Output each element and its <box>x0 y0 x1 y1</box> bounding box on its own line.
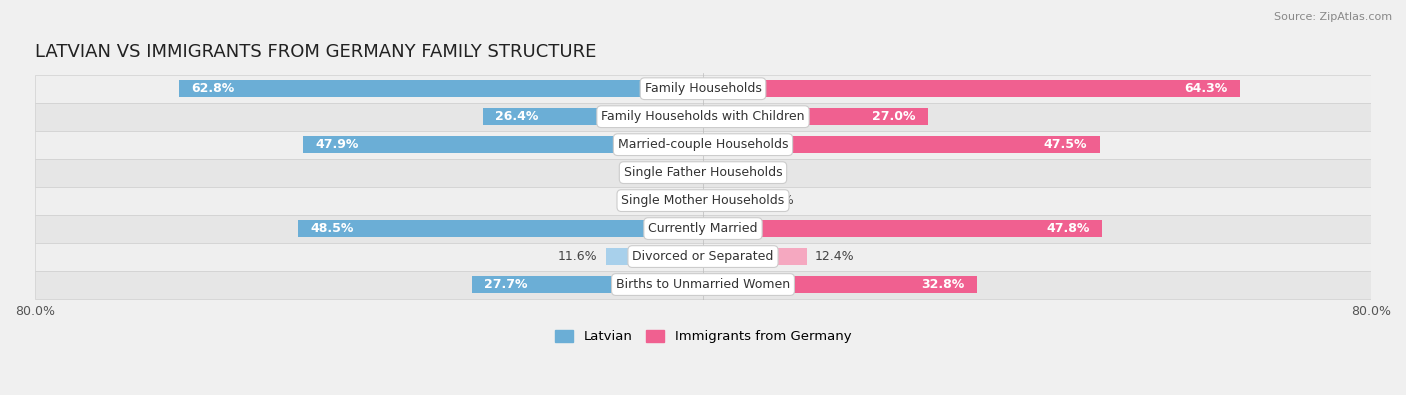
Text: 2.0%: 2.0% <box>647 166 678 179</box>
Text: 47.9%: 47.9% <box>315 138 359 151</box>
Bar <box>304 136 703 153</box>
Text: 47.8%: 47.8% <box>1046 222 1090 235</box>
Text: Currently Married: Currently Married <box>648 222 758 235</box>
Bar <box>703 192 754 209</box>
Bar <box>686 164 703 181</box>
Text: 62.8%: 62.8% <box>191 82 235 95</box>
Bar <box>703 276 977 293</box>
Text: Source: ZipAtlas.com: Source: ZipAtlas.com <box>1274 12 1392 22</box>
Text: 64.3%: 64.3% <box>1184 82 1227 95</box>
Text: 32.8%: 32.8% <box>921 278 965 291</box>
Text: 11.6%: 11.6% <box>558 250 598 263</box>
Text: Divorced or Separated: Divorced or Separated <box>633 250 773 263</box>
Bar <box>703 80 1240 98</box>
Bar <box>606 248 703 265</box>
Text: 27.0%: 27.0% <box>873 110 915 123</box>
Bar <box>35 214 1371 243</box>
Bar <box>35 103 1371 131</box>
Bar <box>35 243 1371 271</box>
Text: 47.5%: 47.5% <box>1043 138 1087 151</box>
Text: Married-couple Households: Married-couple Households <box>617 138 789 151</box>
Bar <box>179 80 703 98</box>
Text: 2.3%: 2.3% <box>731 166 762 179</box>
Bar <box>703 136 1099 153</box>
Bar <box>298 220 703 237</box>
Text: Births to Unmarried Women: Births to Unmarried Women <box>616 278 790 291</box>
Text: 48.5%: 48.5% <box>311 222 354 235</box>
Legend: Latvian, Immigrants from Germany: Latvian, Immigrants from Germany <box>554 330 852 343</box>
Text: 5.3%: 5.3% <box>619 194 651 207</box>
Text: Single Father Households: Single Father Households <box>624 166 782 179</box>
Bar <box>703 220 1102 237</box>
Bar <box>35 186 1371 214</box>
Bar <box>703 108 928 125</box>
Bar <box>35 75 1371 103</box>
Text: LATVIAN VS IMMIGRANTS FROM GERMANY FAMILY STRUCTURE: LATVIAN VS IMMIGRANTS FROM GERMANY FAMIL… <box>35 43 596 61</box>
Bar <box>659 192 703 209</box>
Text: Family Households with Children: Family Households with Children <box>602 110 804 123</box>
Bar <box>471 276 703 293</box>
Text: 12.4%: 12.4% <box>815 250 855 263</box>
Text: 26.4%: 26.4% <box>495 110 538 123</box>
Bar <box>35 131 1371 159</box>
Bar <box>703 248 807 265</box>
Bar <box>703 164 723 181</box>
Bar <box>35 271 1371 299</box>
Text: Family Households: Family Households <box>644 82 762 95</box>
Text: 27.7%: 27.7% <box>484 278 527 291</box>
Bar <box>35 159 1371 186</box>
Text: 6.1%: 6.1% <box>762 194 794 207</box>
Bar <box>482 108 703 125</box>
Text: Single Mother Households: Single Mother Households <box>621 194 785 207</box>
